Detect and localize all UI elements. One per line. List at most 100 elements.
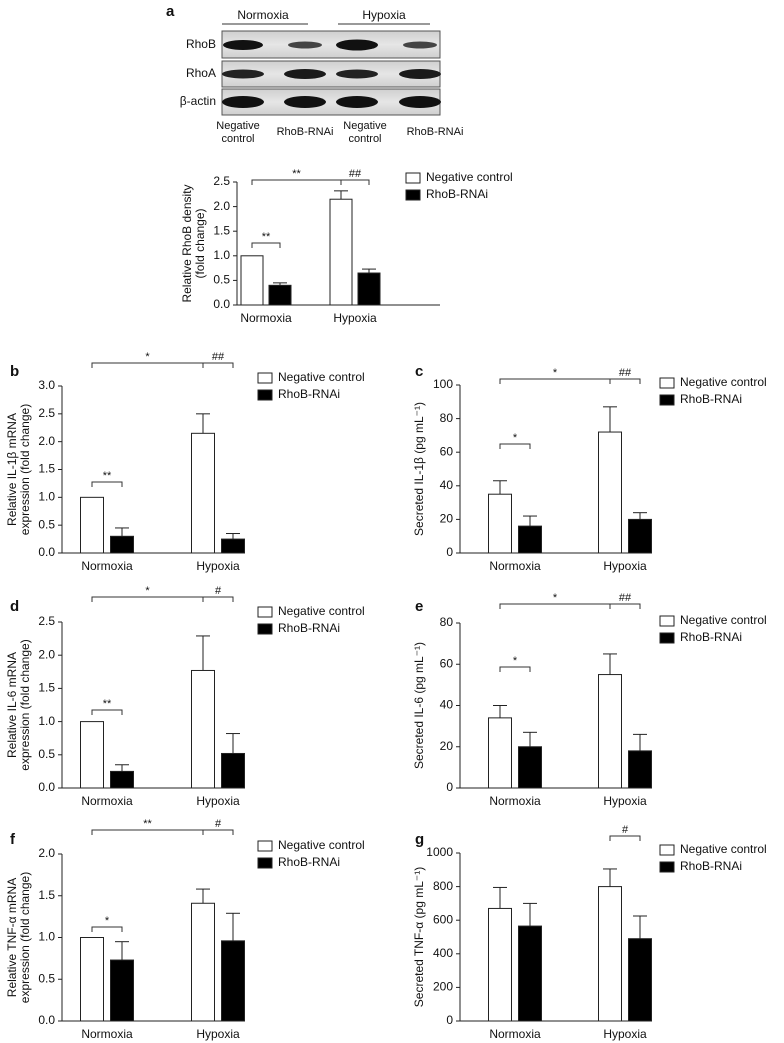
y-tick-label: 1.5 [38,462,55,476]
y-tick-label: 0.5 [213,273,230,287]
significance-label: ## [619,367,632,379]
y-axis-label: expression (fold change) [18,404,32,535]
x-tick-label: Hypoxia [333,311,377,325]
significance-bracket [340,179,370,185]
y-tick-label: 400 [433,946,453,960]
significance-label: * [145,351,150,363]
y-tick-label: 2.5 [213,174,230,188]
y-axis-label: Relative IL-6 mRNA [5,652,19,758]
x-tick-label: Hypoxia [603,559,647,573]
condition-label: Normoxia [237,8,289,22]
significance-label: # [215,818,222,830]
significance-bracket [202,596,234,602]
bar [488,493,512,554]
y-tick-label: 1.0 [38,714,55,728]
legend-swatch [659,861,675,873]
legend-swatch [257,840,273,852]
bar [80,937,104,1022]
significance-bracket [499,603,611,609]
x-tick-label: Normoxia [489,1027,541,1041]
y-tick-label: 600 [433,912,453,926]
legend-swatch [257,372,273,384]
x-tick-label: Hypoxia [196,794,240,808]
significance-label: * [145,585,150,597]
significance-label: # [622,824,629,836]
bar [240,255,264,306]
bar [598,431,622,554]
y-axis-label: Secreted IL-1β (pg mL⁻¹) [412,402,426,536]
significance-label: ** [262,231,271,243]
y-axis-label: Secreted TNF-α (pg mL⁻¹) [412,867,426,1007]
y-tick-label: 40 [440,478,454,492]
significance-label: ## [212,351,225,363]
bar [518,525,542,554]
row-label: RhoB [186,37,216,51]
bar [329,198,353,306]
y-tick-label: 0 [446,780,453,794]
significance-bracket [609,835,641,841]
legend-label: RhoB-RNAi [426,187,488,201]
legend-swatch [257,606,273,618]
significance-bracket [91,362,204,368]
bar [518,925,542,1022]
bar [191,669,215,789]
x-tick-label: Normoxia [81,794,133,808]
legend-swatch [659,844,675,856]
significance-label: ** [103,470,112,482]
bar [191,902,215,1022]
panel-label: a [166,3,175,20]
lane-label: Negative control [343,120,387,145]
y-tick-label: 100 [433,377,453,391]
bar [221,940,245,1022]
y-tick-label: 0 [446,1013,453,1027]
bar [110,770,134,789]
legend-swatch [405,172,421,184]
y-tick-label: 1.5 [213,223,230,237]
significance-label: ## [349,168,362,180]
legend-swatch [257,623,273,635]
y-tick-label: 0.5 [38,517,55,531]
y-axis-label: expression (fold change) [18,639,32,770]
y-tick-label: 2.0 [213,199,230,213]
significance-bracket [251,242,281,248]
panel-label: d [10,598,19,615]
condition-label: Hypoxia [362,8,406,22]
bar [191,432,215,554]
bar [110,959,134,1022]
y-tick-label: 80 [440,615,454,629]
y-axis-label: Relative TNF-α mRNA [5,878,19,997]
bar [488,717,512,789]
bar [80,496,104,554]
legend-label: Negative control [278,838,365,852]
panel-label: e [415,598,423,615]
y-tick-label: 0.0 [38,1013,55,1027]
y-tick-label: 800 [433,879,453,893]
legend-swatch [659,377,675,389]
x-tick-label: Normoxia [489,794,541,808]
bar [598,674,622,789]
lane-label: RhoB-RNAi [276,126,334,138]
significance-bracket [499,378,611,384]
y-tick-label: 20 [440,512,454,526]
significance-label: ## [619,592,632,604]
y-tick-label: 60 [440,656,454,670]
significance-label: * [553,592,558,604]
legend-swatch [659,632,675,644]
x-tick-label: Hypoxia [603,794,647,808]
y-tick-label: 2.0 [38,434,55,448]
legend-label: RhoB-RNAi [680,859,742,873]
y-tick-label: 60 [440,444,454,458]
panel-label: g [415,831,424,848]
row-label: β-actin [180,94,216,108]
bar [221,538,245,554]
x-tick-label: Hypoxia [196,559,240,573]
legend-label: RhoB-RNAi [278,855,340,869]
x-tick-label: Normoxia [240,311,292,325]
y-axis-label: (fold change) [193,208,207,278]
y-tick-label: 2.5 [38,406,55,420]
y-axis-label: Relative RhoB density [180,184,194,302]
bar [518,746,542,789]
y-tick-label: 0 [446,545,453,559]
significance-bracket [202,829,234,835]
